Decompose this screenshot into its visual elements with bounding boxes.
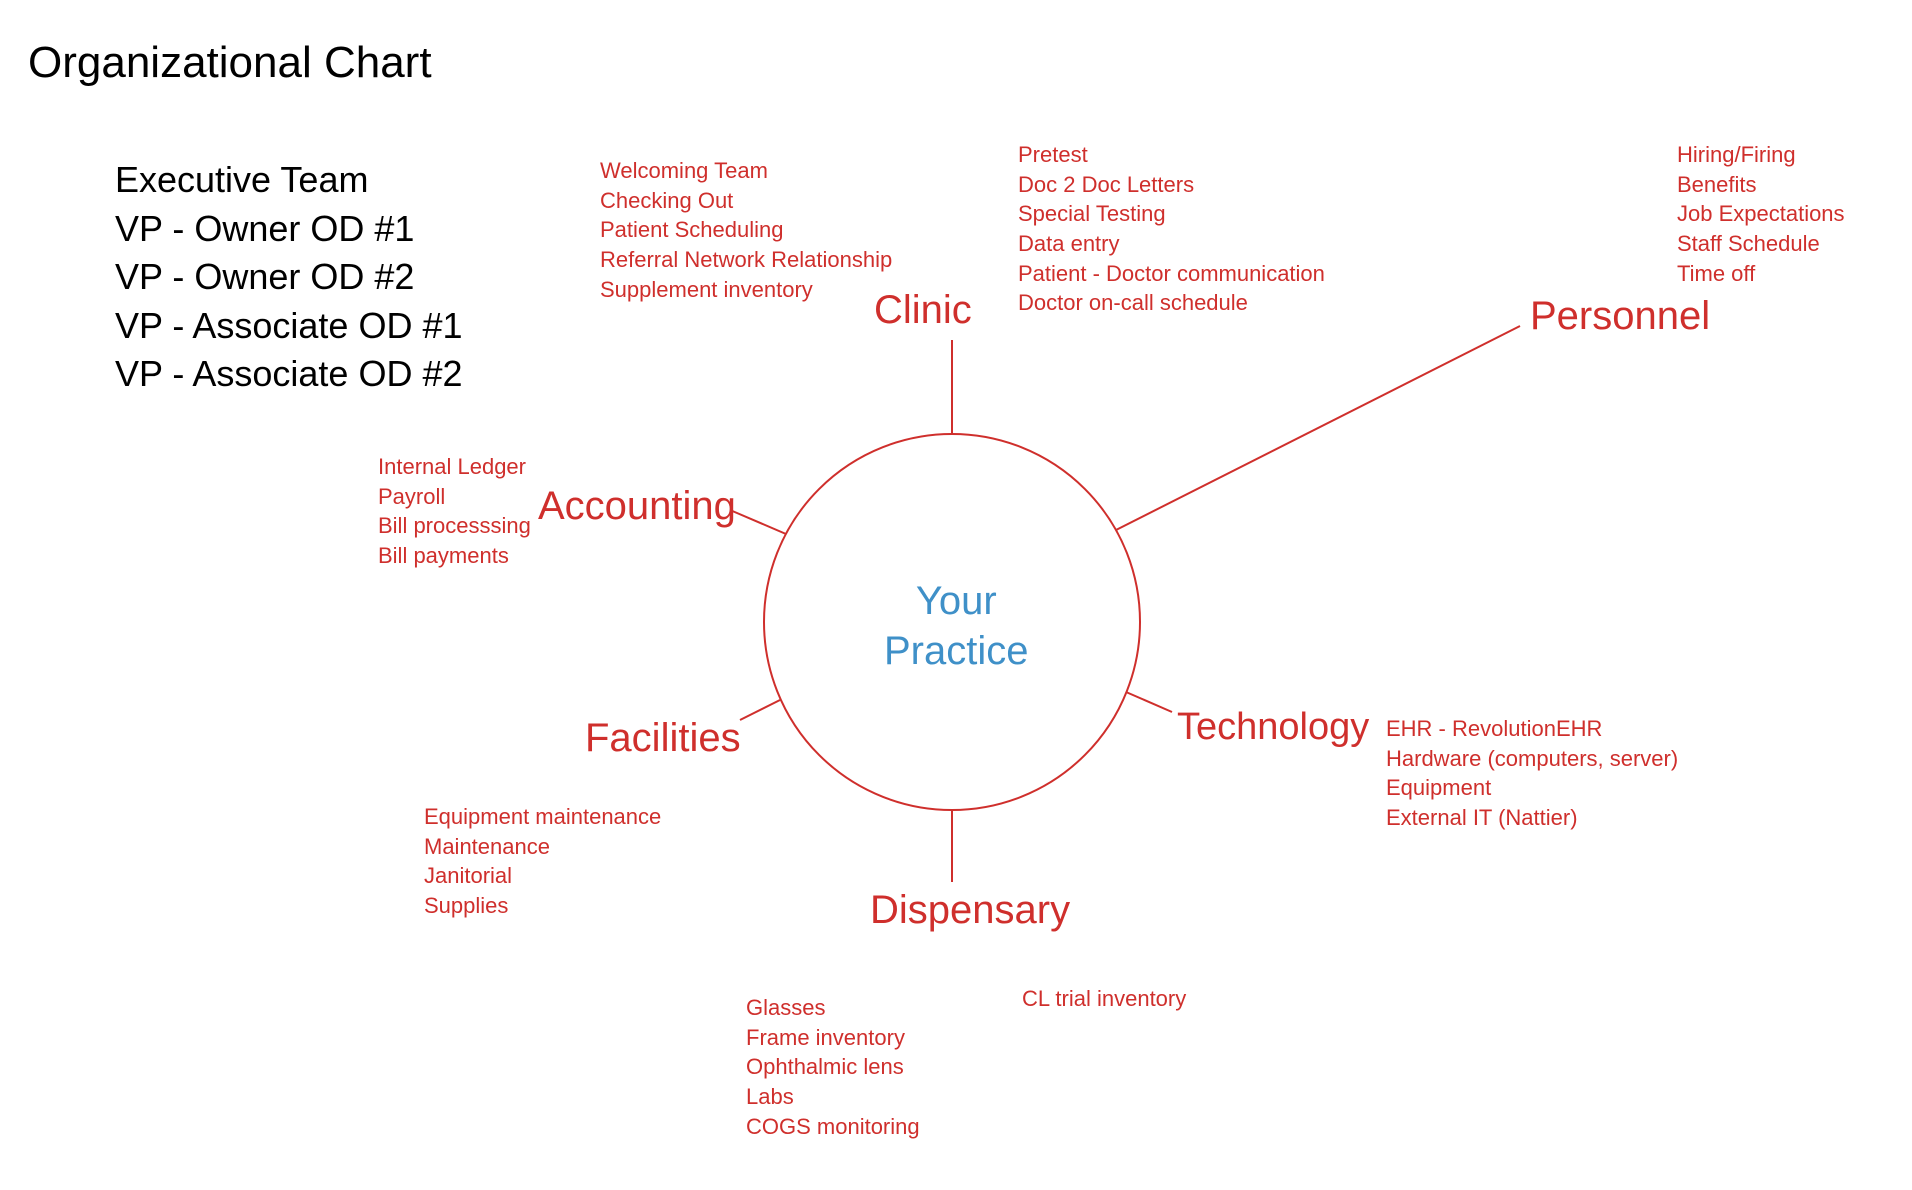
detail-item: Supplement inventory <box>600 275 892 305</box>
org-chart-canvas: Organizational Chart Executive TeamVP - … <box>0 0 1912 1190</box>
spoke-line-technology <box>1126 692 1172 712</box>
detail-item: Janitorial <box>424 861 661 891</box>
detail-block-technology: EHR - RevolutionEHRHardware (computers, … <box>1386 714 1678 833</box>
detail-item: Glasses <box>746 993 920 1023</box>
detail-item: Checking Out <box>600 186 892 216</box>
detail-item: Bill processsing <box>378 511 531 541</box>
detail-item: Bill payments <box>378 541 531 571</box>
spoke-label-personnel: Personnel <box>1530 294 1710 339</box>
detail-item: Doctor on-call schedule <box>1018 288 1325 318</box>
spoke-label-accounting: Accounting <box>538 484 736 529</box>
detail-item: Equipment <box>1386 773 1678 803</box>
detail-item: Supplies <box>424 891 661 921</box>
spoke-label-facilities: Facilities <box>585 716 741 761</box>
detail-block-dispensary_right: CL trial inventory <box>1022 984 1186 1014</box>
detail-item: Data entry <box>1018 229 1325 259</box>
detail-item: Time off <box>1677 259 1845 289</box>
detail-item: Pretest <box>1018 140 1325 170</box>
detail-item: Job Expectations <box>1677 199 1845 229</box>
detail-item: Benefits <box>1677 170 1845 200</box>
detail-item: Doc 2 Doc Letters <box>1018 170 1325 200</box>
detail-block-facilities: Equipment maintenanceMaintenanceJanitori… <box>424 802 661 921</box>
detail-item: Welcoming Team <box>600 156 892 186</box>
detail-item: Internal Ledger <box>378 452 531 482</box>
detail-item: Referral Network Relationship <box>600 245 892 275</box>
detail-item: Hardware (computers, server) <box>1386 744 1678 774</box>
detail-item: Frame inventory <box>746 1023 920 1053</box>
detail-item: Equipment maintenance <box>424 802 661 832</box>
executive-line: VP - Associate OD #1 <box>115 302 463 351</box>
detail-block-dispensary_left: GlassesFrame inventoryOphthalmic lensLab… <box>746 993 920 1141</box>
detail-item: Patient - Doctor communication <box>1018 259 1325 289</box>
spoke-line-accounting <box>730 510 786 534</box>
detail-block-clinic: Welcoming TeamChecking OutPatient Schedu… <box>600 156 892 304</box>
detail-block-personnel: Hiring/FiringBenefitsJob ExpectationsSta… <box>1677 140 1845 288</box>
detail-item: Patient Scheduling <box>600 215 892 245</box>
executive-line: VP - Owner OD #2 <box>115 253 463 302</box>
detail-item: Hiring/Firing <box>1677 140 1845 170</box>
hub-center-line2: Practice <box>884 626 1029 676</box>
detail-block-accounting: Internal LedgerPayrollBill processsingBi… <box>378 452 531 571</box>
detail-item: CL trial inventory <box>1022 984 1186 1014</box>
spoke-line-facilities <box>740 700 780 720</box>
executive-line: Executive Team <box>115 156 463 205</box>
spoke-label-technology: Technology <box>1177 706 1369 749</box>
detail-item: Labs <box>746 1082 920 1112</box>
detail-item: Maintenance <box>424 832 661 862</box>
detail-item: Staff Schedule <box>1677 229 1845 259</box>
detail-item: Payroll <box>378 482 531 512</box>
hub-center-line1: Your <box>884 576 1029 626</box>
detail-block-clinic2: PretestDoc 2 Doc LettersSpecial TestingD… <box>1018 140 1325 318</box>
executive-line: VP - Associate OD #2 <box>115 350 463 399</box>
executive-line: VP - Owner OD #1 <box>115 205 463 254</box>
detail-item: External IT (Nattier) <box>1386 803 1678 833</box>
spoke-label-dispensary: Dispensary <box>870 888 1070 933</box>
detail-item: EHR - RevolutionEHR <box>1386 714 1678 744</box>
page-title: Organizational Chart <box>28 38 432 88</box>
detail-item: Ophthalmic lens <box>746 1052 920 1082</box>
executive-team-block: Executive TeamVP - Owner OD #1VP - Owner… <box>115 156 463 399</box>
spoke-line-personnel <box>1116 326 1520 530</box>
detail-item: Special Testing <box>1018 199 1325 229</box>
hub-center-label: Your Practice <box>884 576 1029 676</box>
detail-item: COGS monitoring <box>746 1112 920 1142</box>
